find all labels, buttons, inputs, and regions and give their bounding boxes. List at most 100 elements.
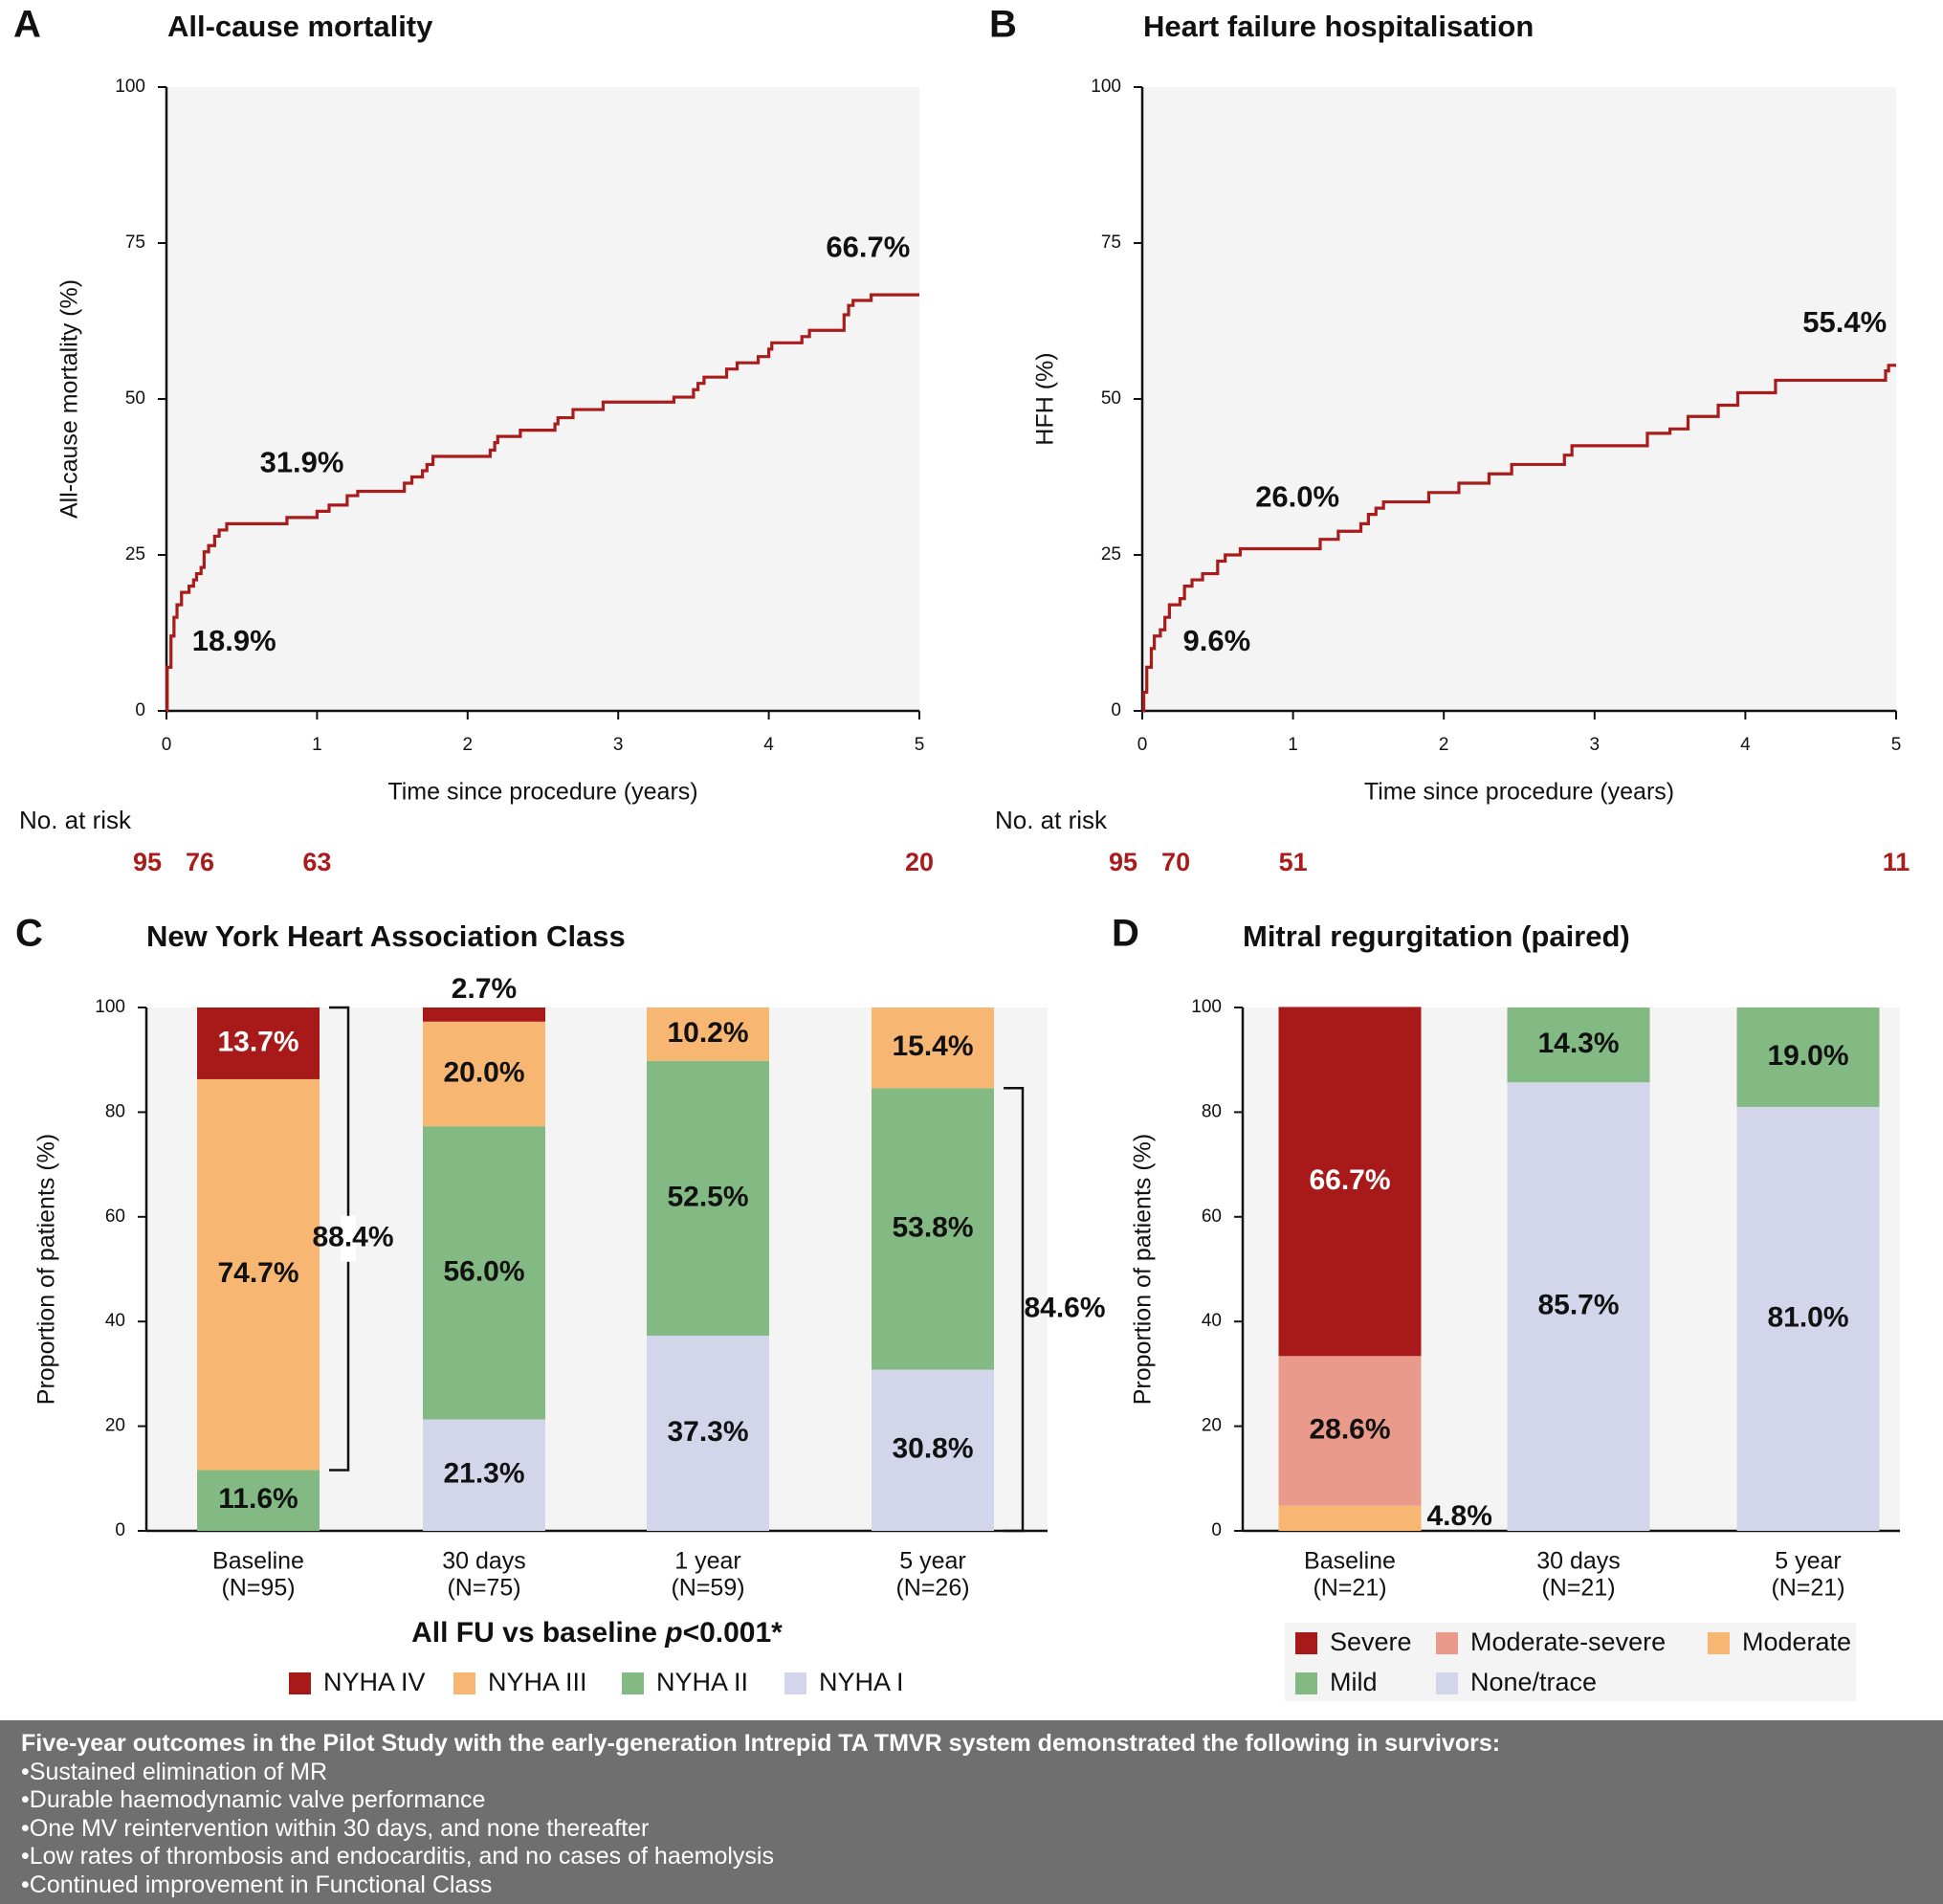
legend-swatch bbox=[1708, 1632, 1730, 1654]
y-tick-label: 25 bbox=[1101, 544, 1121, 565]
legend-label: Moderate bbox=[1742, 1627, 1851, 1656]
y-tick-label: 100 bbox=[1191, 997, 1222, 1017]
data-label: 2.7% bbox=[452, 973, 517, 1005]
x-tick-label: 4 bbox=[763, 735, 774, 755]
annotation-label: 9.6% bbox=[1183, 624, 1251, 657]
data-label: 4.8% bbox=[1427, 1500, 1492, 1532]
at-risk-count: 70 bbox=[1161, 848, 1190, 876]
y-tick-label: 0 bbox=[1111, 700, 1121, 720]
at-risk-count: 76 bbox=[186, 848, 214, 876]
bracket-label: 84.6% bbox=[1024, 1293, 1105, 1324]
x-tick-label: 5 bbox=[915, 735, 925, 755]
chart-title: All-cause mortality bbox=[167, 10, 433, 43]
data-label: 13.7% bbox=[217, 1026, 298, 1057]
bar-segment-nyha-i bbox=[423, 1419, 545, 1531]
legend-label: Mild bbox=[1330, 1668, 1378, 1696]
y-tick-label: 20 bbox=[1202, 1416, 1222, 1436]
plot-area bbox=[1142, 87, 1896, 711]
x-tick-label: 3 bbox=[613, 735, 624, 755]
summary-bullet: Low rates of thrombosis and endocarditis… bbox=[21, 1843, 1922, 1871]
bar-segment-nyha-iv bbox=[197, 1007, 320, 1079]
legend-label: Severe bbox=[1330, 1627, 1412, 1656]
legend-label: NYHA III bbox=[488, 1668, 587, 1696]
legend-swatch bbox=[784, 1672, 806, 1694]
y-tick-label: 80 bbox=[105, 1101, 125, 1121]
summary-bullet: One MV reintervention within 30 days, an… bbox=[21, 1815, 1922, 1844]
bar-segment-nyha-i bbox=[647, 1335, 769, 1531]
km-curve bbox=[1141, 364, 1896, 713]
legend-swatch bbox=[453, 1672, 475, 1694]
data-label: 28.6% bbox=[1309, 1413, 1390, 1445]
summary-bullet: Continued improvement in Functional Clas… bbox=[21, 1871, 1922, 1900]
bracket bbox=[1004, 1086, 1025, 1533]
data-label: 74.7% bbox=[217, 1257, 298, 1289]
panel-letter: B bbox=[989, 4, 1017, 46]
y-tick-label: 0 bbox=[115, 1520, 125, 1540]
summary-heading: Five-year outcomes in the Pilot Study wi… bbox=[21, 1730, 1501, 1757]
bracket-label: 88.4% bbox=[312, 1222, 393, 1253]
bar-segment-nyha-i bbox=[872, 1369, 994, 1531]
plot-area bbox=[166, 87, 919, 711]
y-tick-label: 40 bbox=[105, 1311, 125, 1331]
y-axis-label: Proportion of patients (%) bbox=[33, 1134, 60, 1405]
km-curve bbox=[166, 293, 919, 713]
legend-label: NYHA IV bbox=[323, 1668, 426, 1696]
category-label: 1 year bbox=[674, 1548, 740, 1575]
annotation-label: 66.7% bbox=[826, 231, 910, 264]
category-n-label: (N=59) bbox=[671, 1575, 744, 1602]
significance-note: All FU vs baseline p<0.001* bbox=[411, 1617, 783, 1649]
summary-box: Five-year outcomes in the Pilot Study wi… bbox=[0, 1720, 1943, 1904]
x-tick-label: 0 bbox=[1137, 735, 1148, 755]
at-risk-count: 11 bbox=[1883, 848, 1910, 876]
category-n-label: (N=26) bbox=[895, 1575, 969, 1602]
annotation-label: 18.9% bbox=[192, 624, 276, 657]
data-label: 14.3% bbox=[1537, 1028, 1619, 1059]
x-tick-label: 1 bbox=[312, 735, 322, 755]
chart-title: Heart failure hospitalisation bbox=[1143, 10, 1534, 43]
significance-note-part: p bbox=[664, 1617, 682, 1649]
x-tick-label: 2 bbox=[1439, 735, 1449, 755]
y-axis-label: HFH (%) bbox=[1032, 352, 1059, 445]
category-n-label: (N=95) bbox=[221, 1575, 295, 1602]
data-label: 52.5% bbox=[667, 1181, 748, 1212]
data-label: 53.8% bbox=[892, 1211, 973, 1243]
y-tick-label: 0 bbox=[135, 700, 145, 720]
legend-swatch bbox=[1295, 1632, 1317, 1654]
panel-letter: D bbox=[1112, 913, 1139, 955]
bar-segment-nyha-ii bbox=[423, 1126, 545, 1420]
legend-swatch bbox=[1436, 1672, 1458, 1694]
bar-segment-nyha-ii bbox=[647, 1060, 769, 1336]
panel-letter: A bbox=[13, 4, 41, 46]
data-label: 66.7% bbox=[1309, 1164, 1390, 1196]
y-tick-label: 80 bbox=[1202, 1101, 1222, 1121]
at-risk-label: No. at risk bbox=[995, 806, 1108, 834]
y-tick-label: 40 bbox=[1202, 1311, 1222, 1331]
chart-title: Mitral regurgitation (paired) bbox=[1243, 919, 1630, 953]
bar-segment-none-trace bbox=[1736, 1106, 1880, 1531]
x-axis-label: Time since procedure (years) bbox=[1364, 779, 1674, 806]
summary-bullet: Durable haemodynamic valve performance bbox=[21, 1786, 1922, 1815]
x-axis-label: Time since procedure (years) bbox=[387, 779, 697, 806]
bar-segment-nyha-iii bbox=[197, 1078, 320, 1471]
category-n-label: (N=21) bbox=[1313, 1575, 1386, 1602]
y-tick-label: 100 bbox=[95, 997, 125, 1017]
y-tick-label: 25 bbox=[125, 544, 145, 565]
at-risk-count: 63 bbox=[302, 848, 331, 876]
y-tick-label: 100 bbox=[1091, 77, 1121, 97]
bar-segment-nyha-ii bbox=[197, 1470, 320, 1531]
panel-d: D Mitral regurgitation (paired) 0 20 40 60 80 1… bbox=[1112, 913, 1900, 1701]
y-tick-label: 50 bbox=[125, 388, 145, 409]
x-tick-label: 4 bbox=[1740, 735, 1751, 755]
bar-segment-mild bbox=[1736, 1007, 1880, 1107]
x-tick-label: 1 bbox=[1288, 735, 1298, 755]
legend-swatch bbox=[1436, 1632, 1458, 1654]
data-label: 56.0% bbox=[443, 1255, 524, 1287]
bar-segment-nyha-iii bbox=[872, 1007, 994, 1089]
bar-segment-moderate-severe bbox=[1278, 1356, 1422, 1506]
at-risk-count: 95 bbox=[1109, 848, 1137, 876]
category-label: Baseline bbox=[212, 1548, 304, 1575]
bar-segment-moderate bbox=[1278, 1505, 1422, 1531]
bar-segment-none-trace bbox=[1507, 1082, 1650, 1531]
x-tick-label: 0 bbox=[162, 735, 172, 755]
category-label: 30 days bbox=[442, 1548, 526, 1575]
